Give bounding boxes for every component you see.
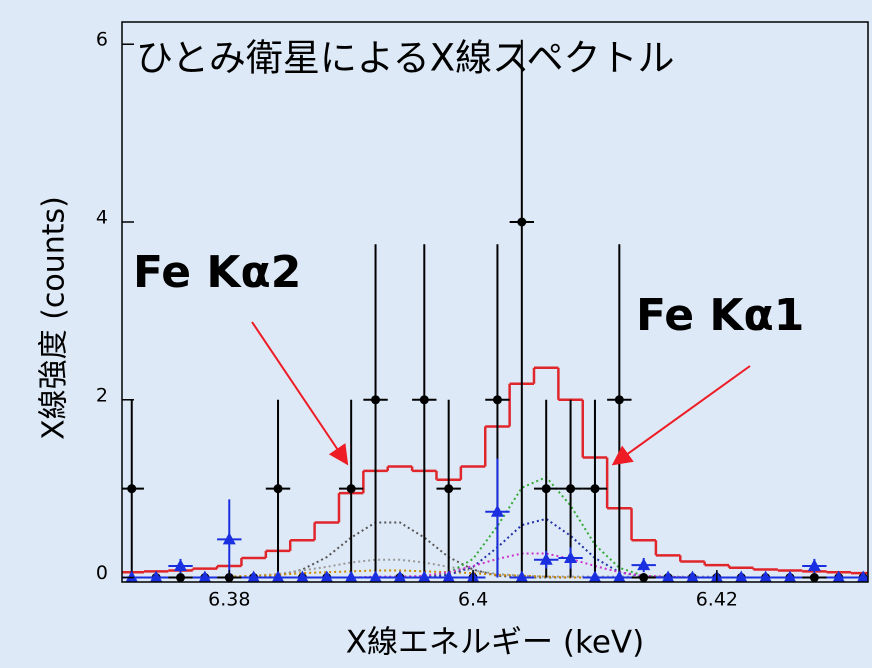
data-point: [783, 570, 797, 582]
data-point: [856, 570, 868, 582]
data-point: [174, 559, 188, 571]
x-axis-label: X線エネルギー (keV): [346, 625, 644, 661]
x-tick-label: 6.38: [208, 589, 250, 611]
data-point: [661, 570, 675, 582]
data-point: [296, 570, 309, 582]
x-tick-label: 6.4: [458, 589, 488, 611]
data-point: [539, 552, 553, 565]
annotation-arrow: [251, 321, 349, 466]
annotation: Fe Kα1: [636, 290, 804, 341]
data-point: [418, 570, 431, 582]
data-point: [442, 570, 455, 582]
data-point: [735, 570, 748, 582]
y-tick-label: 6: [96, 29, 108, 51]
data-point: [176, 573, 186, 582]
annotation-arrow: [611, 365, 751, 466]
plot-area: [122, 39, 868, 582]
data-point: [515, 570, 529, 582]
data-point: [759, 570, 772, 582]
data-point: [127, 484, 137, 494]
data-point: [125, 570, 138, 582]
data-point: [222, 532, 236, 545]
x-tick-label: 6.42: [696, 589, 738, 611]
y-tick-label: 2: [96, 384, 108, 406]
data-point: [639, 573, 649, 582]
data-point: [490, 504, 504, 517]
data-point: [807, 559, 821, 571]
data-point: [686, 570, 699, 582]
data-point: [566, 484, 576, 494]
data-point: [419, 395, 429, 405]
data-point: [637, 558, 651, 571]
data-point: [590, 484, 600, 494]
data-point: [809, 573, 819, 582]
chart-title: ひとみ衛星によるX線スペクトル: [136, 37, 675, 80]
data-point: [344, 570, 358, 582]
y-tick-label: 0: [96, 562, 108, 584]
data-point: [564, 551, 578, 563]
data-point: [444, 484, 454, 494]
data-point: [271, 570, 285, 582]
data-point: [614, 395, 624, 405]
data-point: [369, 570, 382, 582]
annotation: Fe Kα2: [133, 247, 301, 298]
data-point: [149, 570, 163, 582]
data-point: [320, 570, 333, 582]
data-point: [273, 484, 283, 494]
y-axis-label: X線強度 (counts): [37, 196, 72, 440]
data-point: [541, 484, 551, 494]
data-point: [247, 570, 260, 582]
data-point: [371, 395, 381, 405]
axes: 0 2 4 6 6.38 6.4 6.42: [96, 29, 738, 611]
data-point: [517, 217, 527, 227]
data-point: [393, 570, 407, 582]
data-point: [492, 395, 502, 405]
data-point: [346, 484, 356, 494]
y-tick-label: 4: [96, 207, 108, 229]
data-point: [613, 570, 626, 582]
data-point: [588, 570, 602, 582]
data-point: [832, 570, 845, 582]
data-point: [198, 570, 212, 582]
plot-frame: [121, 21, 869, 583]
